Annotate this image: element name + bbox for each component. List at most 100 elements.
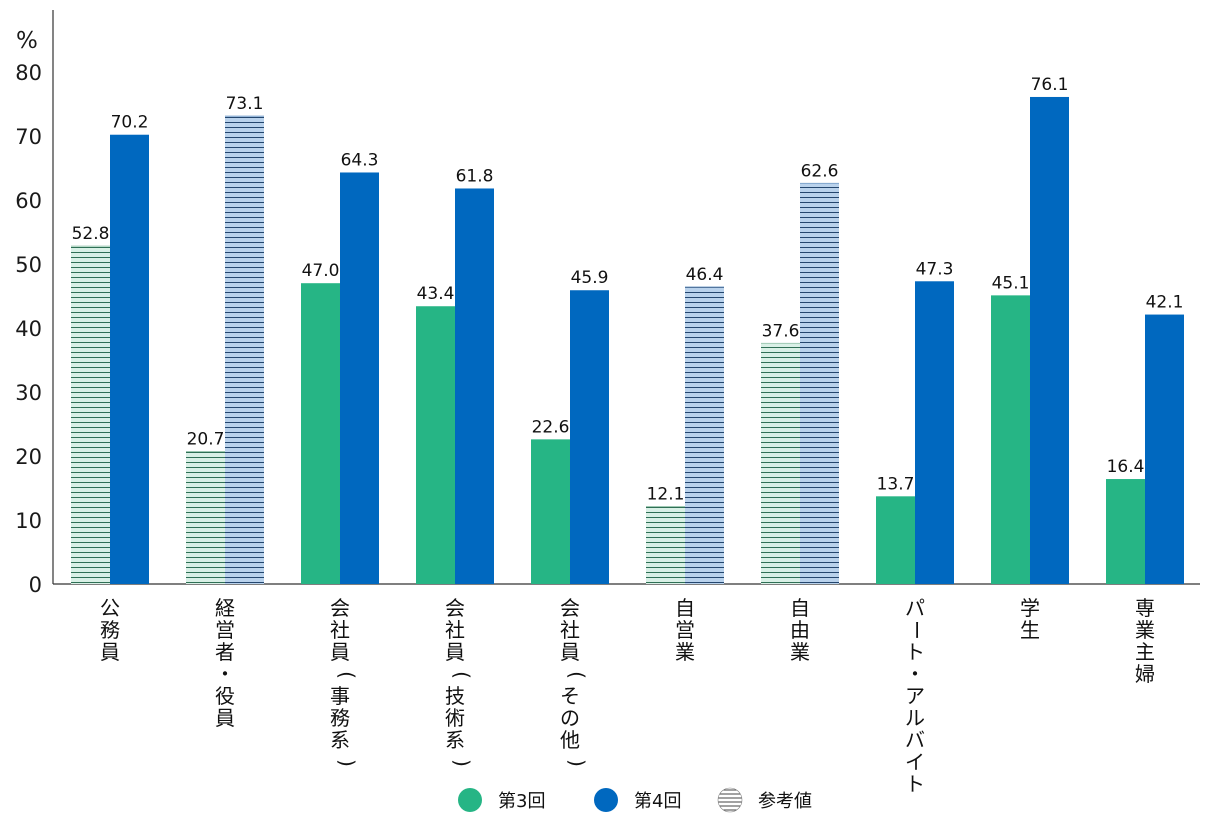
category-label-char: バ [905, 728, 925, 752]
category-label-char: 術 [445, 706, 465, 730]
category-label-char: 員 [100, 640, 120, 664]
bar-round4-0 [110, 134, 149, 584]
category-label-char: 公 [100, 596, 120, 620]
bar-round3-3 [416, 306, 455, 584]
data-label: 22.6 [532, 417, 570, 437]
bar-round3-7 [876, 496, 915, 584]
data-label: 47.3 [916, 259, 954, 279]
bar-round4-3 [455, 188, 494, 585]
category-label-char: 務 [330, 706, 350, 730]
bar-round4-9 [1145, 314, 1184, 584]
category-label-char: 主 [1135, 640, 1155, 664]
legend-label-0: 第3回 [498, 791, 545, 812]
bar-round3-8 [991, 295, 1030, 584]
bar-round3-9 [1106, 479, 1145, 584]
bar-round3-1 [186, 451, 225, 584]
data-label: 42.1 [1146, 293, 1184, 313]
category-label-char: 員 [445, 640, 465, 664]
category-label-char: ( [565, 671, 589, 679]
category-label-char: 営 [675, 618, 695, 642]
data-label: 61.8 [456, 166, 494, 186]
legend-label-2: 参考値 [758, 791, 812, 812]
category-label-char: 生 [1020, 618, 1040, 642]
y-tick-label: 50 [15, 253, 42, 277]
category-label-char: 業 [790, 640, 810, 664]
y-tick-label: 30 [15, 381, 42, 405]
data-label: 52.8 [72, 224, 110, 244]
data-label: 64.3 [341, 150, 379, 170]
category-label-char: ( [335, 671, 359, 679]
bar-round4-6 [800, 183, 839, 585]
category-label-char: 営 [215, 618, 235, 642]
data-label: 62.6 [801, 161, 839, 181]
legend-swatch-2 [717, 787, 743, 813]
y-tick-label: 20 [15, 445, 42, 469]
category-label-char: パ [905, 596, 925, 620]
category-label-char: 系 [445, 728, 465, 752]
category-label-char: ル [905, 706, 925, 730]
data-label: 70.2 [111, 113, 149, 133]
category-label-char: 者 [215, 640, 235, 664]
data-label: 76.1 [1031, 75, 1069, 95]
category-label-char: ト [905, 772, 925, 796]
category-label-char: ) [335, 759, 359, 767]
bar-round4-5 [685, 287, 724, 584]
category-label-char: 会 [560, 596, 580, 620]
bar-round4-8 [1030, 96, 1069, 585]
bars [71, 96, 1184, 585]
bar-round3-4 [531, 439, 570, 584]
category-label-char: 社 [445, 618, 465, 642]
data-label: 43.4 [417, 284, 455, 304]
category-label-char: 婦 [1135, 662, 1155, 686]
bar-round4-7 [915, 281, 954, 584]
data-label: 45.9 [571, 268, 609, 288]
legend-swatch-1 [594, 788, 618, 812]
category-label-char: ・ [215, 662, 235, 686]
bar-round3-6 [761, 343, 800, 584]
category-label-char: ・ [905, 662, 925, 686]
data-label: 20.7 [187, 430, 225, 450]
data-label: 45.1 [992, 273, 1030, 293]
category-label-char: の [560, 706, 580, 730]
category-label-char: 会 [445, 596, 465, 620]
category-label-char: 経 [215, 596, 235, 620]
y-tick-label: 60 [15, 189, 42, 213]
data-label: 73.1 [226, 94, 264, 114]
category-label-char: 自 [675, 596, 695, 620]
legend: 第3回 第4回 参考値 [458, 787, 812, 813]
bar-round3-5 [646, 506, 685, 584]
category-label-char: 系 [330, 728, 350, 752]
category-label-char: ー [905, 620, 929, 640]
y-ticks: 0 10 20 30 40 50 60 70 80 [15, 61, 42, 597]
legend-label-1: 第4回 [634, 791, 681, 812]
category-label-char: イ [905, 750, 925, 774]
category-label-char: 他 [560, 728, 580, 752]
bar-round4-4 [570, 290, 609, 584]
category-label-char: 社 [330, 618, 350, 642]
bar-round4-1 [225, 116, 264, 584]
y-axis-unit: % [16, 28, 38, 54]
y-tick-label: 10 [15, 509, 42, 533]
data-label: 37.6 [762, 321, 800, 341]
data-label: 13.7 [877, 474, 915, 494]
category-label-char: 役 [215, 684, 235, 708]
category-label-char: 業 [1135, 618, 1155, 642]
category-label-char: 員 [330, 640, 350, 664]
data-label: 47.0 [302, 261, 340, 281]
bar-round3-0 [71, 246, 110, 584]
value-labels: 52.8 70.2 20.7 73.1 47.0 64.3 43.4 61.8 22.6 45.9… [72, 75, 1184, 505]
data-label: 16.4 [1107, 457, 1145, 477]
category-label-char: ) [450, 759, 474, 767]
bar-round3-2 [301, 283, 340, 584]
category-label-char: 由 [790, 618, 810, 642]
category-label-char: ア [905, 684, 925, 708]
category-label-char: そ [560, 684, 580, 708]
category-label-char: 技 [445, 684, 465, 708]
category-label-char: 学 [1020, 596, 1040, 620]
category-label-char: 事 [330, 684, 350, 708]
data-label: 12.1 [647, 485, 685, 505]
category-label-char: 業 [675, 640, 695, 664]
category-label-char: ト [905, 640, 925, 664]
legend-swatch-0 [458, 788, 482, 812]
